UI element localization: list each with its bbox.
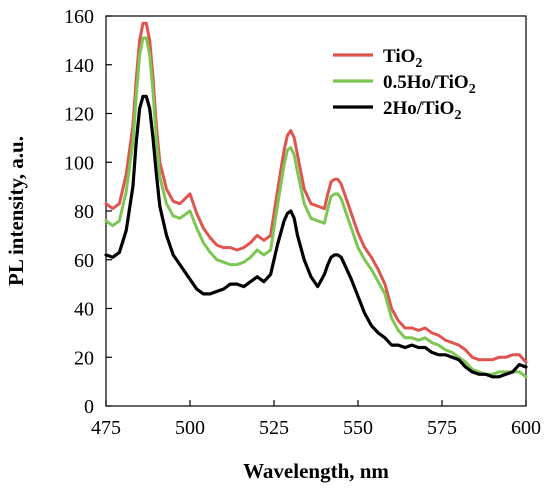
legend-entry-0: TiO2: [383, 46, 422, 71]
legend-subscript-2: 2: [454, 108, 461, 123]
y-tick-label-40: 40: [74, 299, 94, 321]
y-tick-label-120: 120: [64, 104, 94, 126]
legend-subscript-1: 2: [469, 82, 476, 97]
legend-entry-1: 0.5Ho/TiO2: [383, 72, 476, 97]
series-line-1: [104, 36, 528, 379]
legend-label-1: 0.5Ho/TiO: [383, 72, 469, 93]
y-tick-label-20: 20: [74, 347, 94, 369]
y-tick-label-100: 100: [64, 152, 94, 174]
y-tick-label-140: 140: [64, 55, 94, 77]
x-axis-title: Wavelength, nm: [243, 459, 389, 483]
series-line-2: [104, 94, 528, 379]
series-layer: [104, 21, 528, 379]
x-tick-label-525: 525: [259, 417, 289, 439]
x-tick-label-575: 575: [427, 417, 457, 439]
legend-label-2: 2Ho/TiO: [383, 98, 454, 119]
legend-entry-2: 2Ho/TiO2: [383, 98, 461, 123]
x-tick-label-475: 475: [91, 417, 121, 439]
legend-subscript-0: 2: [415, 56, 422, 71]
x-axis: 475 500 525 550 575 600: [91, 400, 541, 439]
y-tick-label-160: 160: [64, 6, 94, 28]
x-tick-label-550: 550: [343, 417, 373, 439]
y-tick-label-0: 0: [84, 396, 94, 418]
y-tick-label-60: 60: [74, 250, 94, 272]
x-tick-label-500: 500: [175, 417, 205, 439]
y-axis-title: PL intensity, a.u.: [4, 136, 28, 286]
plot-area: [104, 15, 528, 407]
x-tick-label-600: 600: [511, 417, 541, 439]
legend-label-0: TiO: [383, 46, 415, 67]
y-axis: 0 20 40 60 80 100 120 140 160: [64, 6, 112, 418]
y-tick-label-80: 80: [74, 201, 94, 223]
